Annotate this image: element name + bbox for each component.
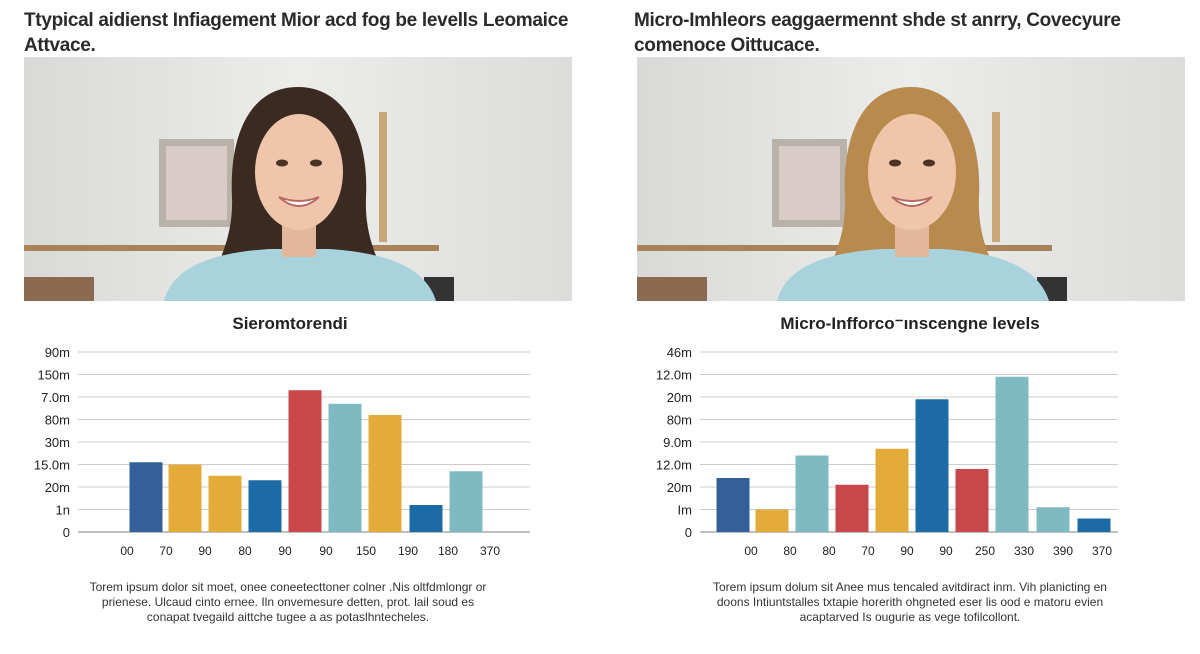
y-tick-label: 90m [45,345,70,360]
bar [995,376,1029,532]
y-tick-label: 12.0m [656,368,692,383]
x-tick-label: 70 [159,544,173,558]
y-tick-label: 150m [37,368,70,383]
x-tick-label: 70 [861,544,875,558]
face [255,114,343,230]
y-tick-label: 20m [667,390,692,405]
y-tick-label: 12.0m [656,458,692,473]
x-tick-label: 370 [1092,544,1112,558]
bar [288,390,322,532]
bar [168,464,202,532]
bar [1036,507,1070,532]
bar [208,475,242,532]
y-tick-label: 9.0m [663,435,692,450]
x-tick-label: 80 [822,544,836,558]
x-tick-label: 00 [120,544,134,558]
right-portrait-photo [637,57,1185,301]
shirt [164,249,436,301]
x-tick-label: 80 [783,544,797,558]
x-tick-label: 90 [278,544,292,558]
shelf-post [992,112,1000,242]
bar [795,455,829,532]
x-tick-label: 150 [356,544,376,558]
right-caption: Torem ipsum dolum sit Anee mus tencaled … [713,580,1107,624]
left-chart-title: Sieromtorendi [232,314,348,333]
eye [923,159,935,167]
y-tick-label: 20m [667,480,692,495]
y-tick-label: 0 [685,525,692,540]
eye [889,159,901,167]
y-tick-label: 20m [45,480,70,495]
left-headline: Ttypical aidienst Infiagement Mior acd f… [24,10,569,56]
x-tick-label: 330 [1014,544,1034,558]
bar [328,403,362,532]
bar [449,471,483,532]
x-tick-label: 90 [939,544,953,558]
bar [875,448,909,532]
bar [915,399,949,532]
y-tick-label: 80m [667,413,692,428]
y-tick-label: 15.0m [34,458,70,473]
x-tick-label: 180 [438,544,458,558]
y-tick-label: 0 [63,525,70,540]
x-tick-label: 250 [975,544,995,558]
y-tick-label: 1n [56,503,70,518]
bar [129,462,163,532]
shirt [777,249,1049,301]
left-caption: Torem ipsum dolor sit moet, onee coneete… [89,580,487,624]
bar [955,469,989,532]
x-tick-label: 80 [238,544,252,558]
x-tick-label: 370 [480,544,500,558]
picture [166,146,227,220]
right-chart-title: Micro-Infforco⁻ınscengne levels [780,314,1040,333]
x-tick-label: 90 [900,544,914,558]
eye [310,159,322,167]
bar [248,480,282,532]
x-tick-label: 390 [1053,544,1073,558]
x-tick-label: 00 [744,544,758,558]
books [24,277,94,301]
face [868,114,956,230]
picture [779,146,840,220]
bar [1077,518,1111,532]
x-tick-label: 90 [319,544,333,558]
left-portrait-photo [24,57,572,301]
x-tick-label: 90 [198,544,212,558]
books [637,277,707,301]
bar [409,505,443,532]
right-headline: Micro-Imhleors eaggaermennt shde st anrr… [634,10,1121,56]
smile [891,196,933,207]
eye [276,159,288,167]
y-tick-label: 30m [45,435,70,450]
bar [835,484,869,532]
bar [755,509,789,532]
bar [368,415,402,532]
shelf-post [379,112,387,242]
smile [278,196,320,207]
y-tick-label: 80m [45,413,70,428]
y-tick-label: 46m [667,345,692,360]
x-tick-label: 190 [398,544,418,558]
bar [716,478,750,532]
y-tick-label: Im [678,503,692,518]
y-tick-label: 7.0m [41,390,70,405]
